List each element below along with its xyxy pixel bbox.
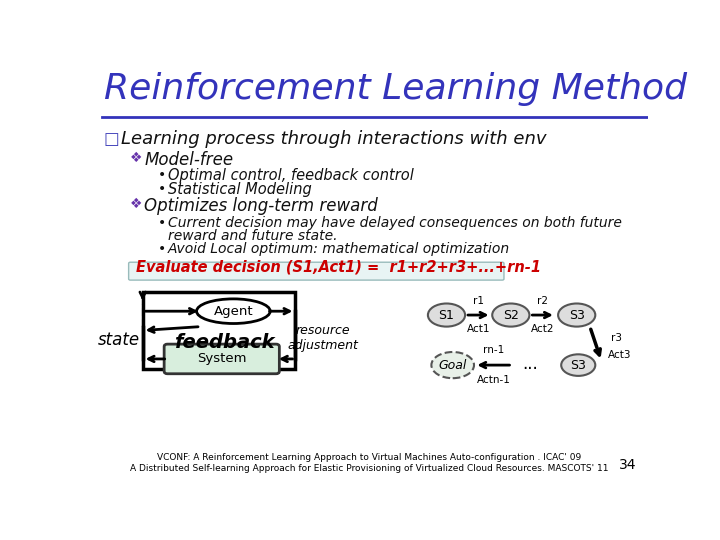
- Text: Learning process through interactions with env: Learning process through interactions wi…: [121, 130, 546, 148]
- Text: System: System: [197, 353, 246, 366]
- Ellipse shape: [431, 352, 474, 378]
- Text: Act3: Act3: [608, 350, 631, 360]
- FancyBboxPatch shape: [164, 344, 279, 374]
- Text: S2: S2: [503, 308, 519, 321]
- Text: A Distributed Self-learning Approach for Elastic Provisioning of Virtualized Clo: A Distributed Self-learning Approach for…: [130, 464, 608, 473]
- Text: •: •: [158, 242, 166, 256]
- Text: •: •: [158, 182, 166, 196]
- Text: reward and future state.: reward and future state.: [168, 229, 337, 243]
- Text: Act2: Act2: [531, 325, 554, 334]
- Text: 34: 34: [619, 458, 636, 472]
- Text: Optimal control, feedback control: Optimal control, feedback control: [168, 168, 413, 183]
- Text: •: •: [158, 168, 166, 182]
- Text: □: □: [104, 130, 120, 148]
- Text: ❖: ❖: [130, 197, 143, 211]
- Text: Model-free: Model-free: [144, 151, 233, 169]
- Text: Actn-1: Actn-1: [477, 375, 510, 385]
- Ellipse shape: [428, 303, 465, 327]
- Text: S1: S1: [438, 308, 454, 321]
- Text: Statistical Modeling: Statistical Modeling: [168, 182, 311, 197]
- Text: S3: S3: [570, 359, 586, 372]
- FancyBboxPatch shape: [143, 292, 295, 369]
- Text: Reinforcement Learning Method: Reinforcement Learning Method: [104, 72, 687, 106]
- Ellipse shape: [558, 303, 595, 327]
- Text: state: state: [98, 332, 140, 349]
- Text: Agent: Agent: [214, 305, 253, 318]
- Text: ...: ...: [523, 355, 539, 373]
- Text: S3: S3: [569, 308, 585, 321]
- Text: rn-1: rn-1: [483, 345, 505, 355]
- Text: Current decision may have delayed consequences on both future: Current decision may have delayed conseq…: [168, 215, 621, 230]
- Ellipse shape: [492, 303, 529, 327]
- Text: Act1: Act1: [467, 325, 490, 334]
- Text: •: •: [158, 215, 166, 230]
- Text: feedback: feedback: [174, 333, 274, 352]
- Text: r2: r2: [537, 296, 548, 306]
- Text: Avoid Local optimum: mathematical optimization: Avoid Local optimum: mathematical optimi…: [168, 242, 510, 256]
- Text: Goal: Goal: [438, 359, 467, 372]
- Ellipse shape: [561, 354, 595, 376]
- Ellipse shape: [197, 299, 270, 323]
- Text: r1: r1: [473, 296, 484, 306]
- Text: VCONF: A Reinforcement Learning Approach to Virtual Machines Auto-configuration : VCONF: A Reinforcement Learning Approach…: [157, 453, 581, 462]
- Text: Evaluate decision (S1,Act1) =  r1+r2+r3+...+rn-1: Evaluate decision (S1,Act1) = r1+r2+r3+.…: [137, 260, 541, 275]
- Text: Optimizes long-term reward: Optimizes long-term reward: [144, 197, 378, 215]
- Text: r3: r3: [611, 333, 622, 343]
- Text: resource
adjustment: resource adjustment: [287, 324, 358, 352]
- FancyBboxPatch shape: [129, 262, 504, 280]
- Text: ❖: ❖: [130, 151, 143, 165]
